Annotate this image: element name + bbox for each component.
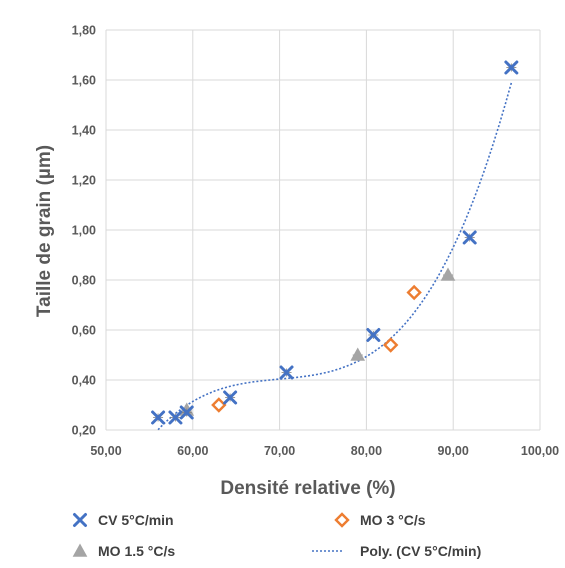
y-tick-label: 1,60 [72, 74, 96, 88]
y-tick-label: 1,00 [72, 224, 96, 238]
data-point [383, 337, 399, 353]
legend: CV 5°C/min MO 3 °C/s MO 1.5 °C/s Poly. (CV … [72, 512, 481, 559]
x-tick-label: 90,00 [438, 444, 469, 458]
data-point [504, 60, 519, 75]
legend-label: Poly. (CV 5°C/min) [360, 543, 481, 559]
data-point [279, 365, 294, 380]
legend-label: CV 5°C/min [98, 512, 174, 528]
y-tick-label: 0,60 [72, 324, 96, 338]
data-point [168, 410, 183, 425]
legend-trendline: Poly. (CV 5°C/min) [312, 543, 481, 559]
data-points [151, 60, 519, 425]
legend-marker [72, 543, 88, 557]
y-tick-label: 0,20 [72, 424, 96, 438]
y-tick-label: 1,20 [72, 174, 96, 188]
tick-labels: 50,00 60,00 70,00 80,00 90,00 100,00 0,20 0,40 0… [72, 24, 560, 459]
legend-marker [73, 513, 87, 527]
data-point [151, 410, 166, 425]
y-tick-label: 1,80 [72, 24, 96, 38]
legend-mo15: MO 1.5 °C/s [72, 543, 175, 559]
y-tick-label: 1,40 [72, 124, 96, 138]
x-tick-label: 70,00 [264, 444, 295, 458]
data-point [223, 390, 238, 405]
data-point [440, 267, 456, 281]
x-axis-title: Densité relative (%) [220, 478, 395, 499]
data-point [211, 397, 227, 413]
y-tick-label: 0,40 [72, 374, 96, 388]
legend-cv: CV 5°C/min [73, 512, 174, 528]
x-tick-label: 100,00 [521, 444, 559, 458]
legend-label: MO 3 °C/s [360, 512, 426, 528]
data-point [462, 230, 477, 245]
y-axis-title: Taille de grain (µm) [34, 145, 55, 317]
legend-marker [334, 512, 350, 528]
x-tick-label: 60,00 [177, 444, 208, 458]
data-point [366, 328, 381, 342]
grid [105, 29, 541, 431]
data-point [406, 284, 422, 301]
data-point [350, 347, 366, 361]
y-tick-label: 0,80 [72, 274, 96, 288]
legend-label: MO 1.5 °C/s [98, 543, 175, 559]
x-tick-label: 50,00 [90, 444, 121, 458]
trendline-poly-cv [157, 82, 513, 431]
data-point [179, 405, 194, 420]
legend-mo3: MO 3 °C/s [334, 512, 426, 528]
x-tick-label: 80,00 [351, 444, 382, 458]
